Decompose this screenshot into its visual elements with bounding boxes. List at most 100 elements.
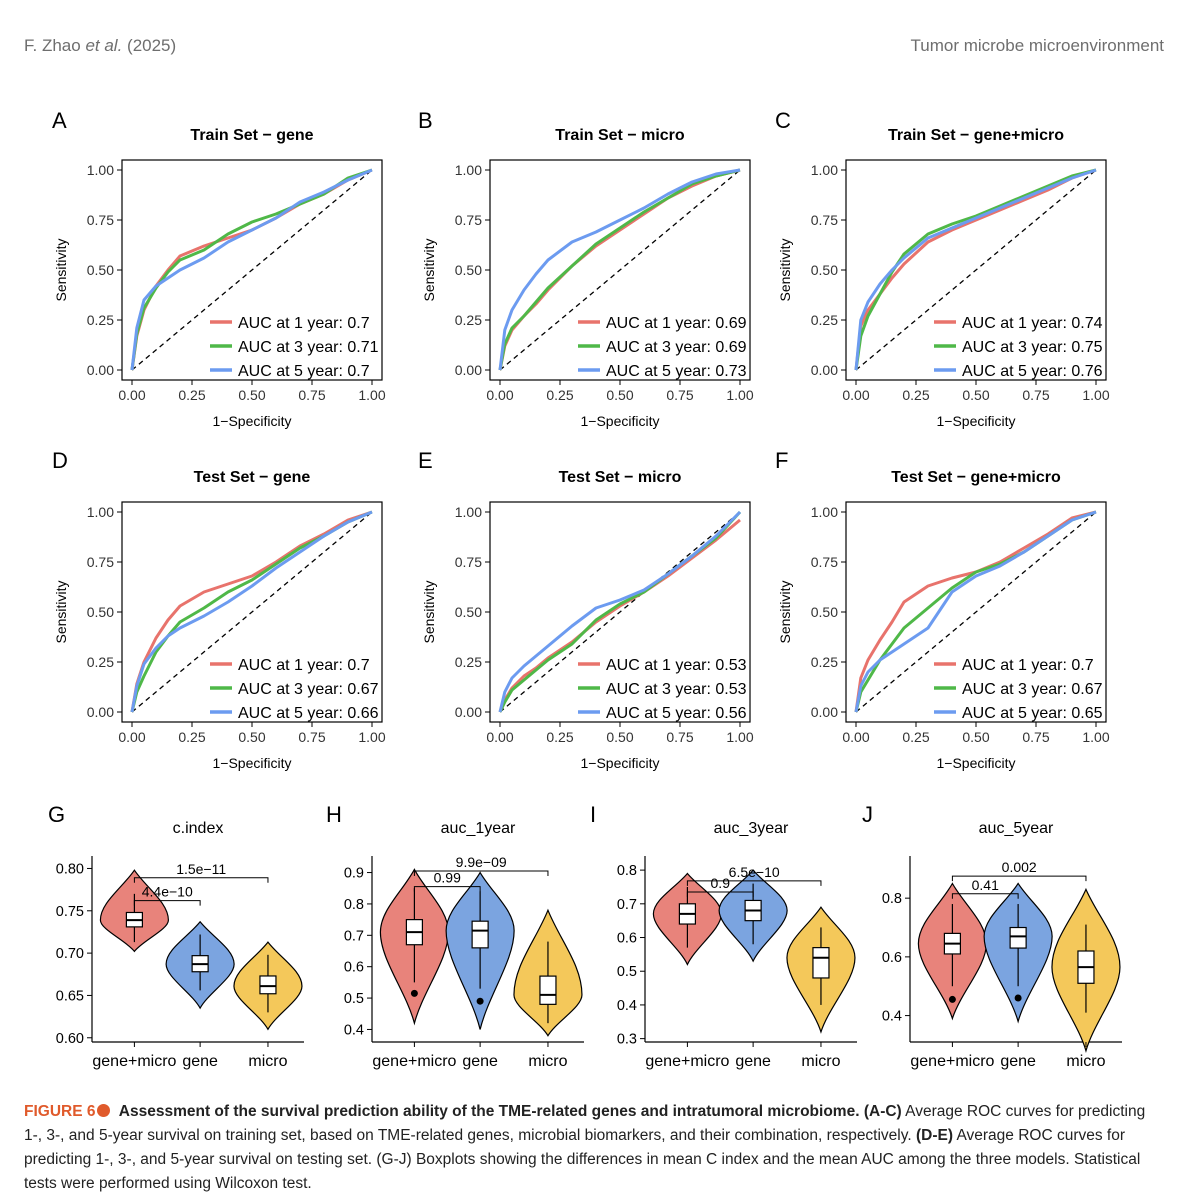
y-tick-label: 0.75 (87, 212, 114, 228)
significance-bracket (686, 891, 754, 898)
x-tick-label: 0.00 (486, 387, 513, 403)
x-tick-label: 0.75 (298, 387, 325, 403)
roc-curve-year-5 (498, 168, 741, 371)
x-tick-label: micro (1066, 1053, 1105, 1070)
x-tick-label: 0.50 (962, 729, 989, 745)
legend-entry: AUC at 3 year: 0.69 (606, 339, 747, 356)
legend-entry: AUC at 1 year: 0.74 (962, 315, 1103, 332)
caption-title: Assessment of the survival prediction ab… (118, 1103, 856, 1120)
x-tick-label: 0.25 (546, 729, 573, 745)
roc-panel-e: E Test Set − micro 0.000.00 0.25 0.25 0.50 0.5… (418, 448, 754, 771)
roc-curve-year-5 (854, 168, 1097, 371)
legend-entry: AUC at 5 year: 0.65 (962, 705, 1103, 722)
y-tick-label: 1.00 (455, 504, 482, 520)
x-tick-label: micro (801, 1053, 840, 1070)
box-iqr (812, 947, 830, 979)
y-tick-label: 0.75 (811, 554, 838, 570)
panel-letter: H (326, 802, 342, 827)
roc-curve-year-3 (498, 168, 741, 371)
box-iqr (539, 975, 557, 1005)
chart-title: Train Set − gene (190, 127, 313, 144)
x-tick-label: 0.25 (902, 387, 929, 403)
panel-letter: G (48, 802, 65, 827)
roc-panel-d: D Test Set − gene 0.000.00 0.25 0.25 0.50 0.50… (52, 448, 386, 771)
legend-entry: AUC at 3 year: 0.75 (962, 339, 1103, 356)
caption-part2-label: (D-E) (915, 1127, 953, 1144)
chart-title: Train Set − gene+micro (888, 127, 1064, 144)
y-tick-label: 0.5 (344, 991, 364, 1007)
y-tick-label: 0.00 (87, 704, 114, 720)
diagonal-reference-line (855, 169, 1097, 371)
caption-part2-text: Average ROC curves for predicting 1-, 3-… (24, 1127, 1141, 1192)
chart-title: Train Set − micro (555, 127, 685, 144)
significance-bracket (951, 875, 1087, 882)
p-value-label: 0.002 (1002, 859, 1037, 875)
legend-entry: AUC at 1 year: 0.53 (606, 657, 747, 674)
outlier-point (476, 997, 484, 1005)
y-tick-label: 0.25 (811, 654, 838, 670)
y-tick-label: 0.7 (344, 928, 364, 944)
panel-letter: I (590, 802, 596, 827)
panel-letter: A (52, 108, 67, 133)
y-axis-label: Sensitivity (53, 238, 69, 301)
panel-letter: F (775, 448, 788, 473)
y-tick-label: 0.8 (617, 863, 637, 879)
significance-bracket (133, 900, 201, 906)
y-tick-label: 0.75 (455, 212, 482, 228)
diagonal-reference-line (855, 511, 1097, 713)
panel-letter: D (52, 448, 68, 473)
header-year: (2025) (127, 36, 177, 55)
legend-entry: AUC at 1 year: 0.7 (238, 315, 370, 332)
y-tick-label: 0.6 (882, 950, 902, 966)
legend-entry: AUC at 5 year: 0.7 (238, 363, 370, 380)
legend-entry: AUC at 3 year: 0.71 (238, 339, 379, 356)
significance-bracket (686, 880, 822, 886)
roc-curve-year-5 (498, 510, 742, 713)
significance-bracket (951, 893, 1019, 899)
y-tick-label: 1.00 (87, 162, 114, 178)
y-axis-label: Sensitivity (777, 580, 793, 643)
roc-curve-year-3 (130, 168, 373, 371)
y-tick-label: 0.4 (344, 1022, 364, 1038)
x-tick-label: 0.50 (606, 387, 633, 403)
chart-title: auc_1year (441, 820, 516, 837)
x-tick-label: gene (1000, 1053, 1036, 1070)
x-tick-label: 0.00 (842, 387, 869, 403)
x-axis-label: 1−Specificity (937, 755, 1016, 771)
p-value-label: 6.5e−10 (729, 864, 780, 880)
roc-panel-f: F Test Set − gene+micro 0.000.00 0.25 0.25 0.… (775, 448, 1110, 771)
legend-entry: AUC at 1 year: 0.69 (606, 315, 747, 332)
chart-title: auc_5year (979, 820, 1054, 837)
x-tick-label: 0.50 (238, 729, 265, 745)
p-value-label: 4.4e−10 (142, 884, 193, 900)
y-axis-label: Sensitivity (777, 238, 793, 301)
y-tick-label: 0.4 (882, 1009, 902, 1025)
outlier-point (1014, 994, 1022, 1002)
caption-part1-label: (A-C) (863, 1103, 902, 1120)
roc-curve-year-3 (854, 168, 1097, 371)
x-axis-label: 1−Specificity (937, 413, 1016, 429)
caption-dot-icon (97, 1104, 111, 1117)
x-tick-label: 1.00 (1082, 387, 1109, 403)
x-axis-label: 1−Specificity (213, 755, 292, 771)
figure-caption: FIGURE 6 Assessment of the survival pred… (24, 1103, 1146, 1192)
y-tick-label: 0.5 (617, 964, 637, 980)
x-tick-label: 0.50 (606, 729, 633, 745)
roc-curve-year-5 (854, 510, 1097, 713)
y-tick-label: 0.00 (811, 362, 838, 378)
y-tick-label: 0.75 (811, 212, 838, 228)
y-tick-label: 0.7 (617, 897, 637, 913)
chart-title: Test Set − gene (194, 469, 311, 486)
roc-panel-c: C Train Set − gene+micro 0.000.00 0.25 0.25 0… (775, 108, 1110, 429)
y-tick-label: 0.50 (811, 604, 838, 620)
x-tick-label: gene+micro (372, 1053, 456, 1070)
y-tick-label: 0.00 (87, 362, 114, 378)
roc-curve-year-5 (130, 168, 373, 371)
y-tick-label: 0.25 (455, 312, 482, 328)
y-tick-label: 0.25 (87, 312, 114, 328)
legend-entry: AUC at 5 year: 0.73 (606, 363, 747, 380)
box-iqr (259, 975, 277, 995)
x-tick-label: 0.00 (486, 729, 513, 745)
